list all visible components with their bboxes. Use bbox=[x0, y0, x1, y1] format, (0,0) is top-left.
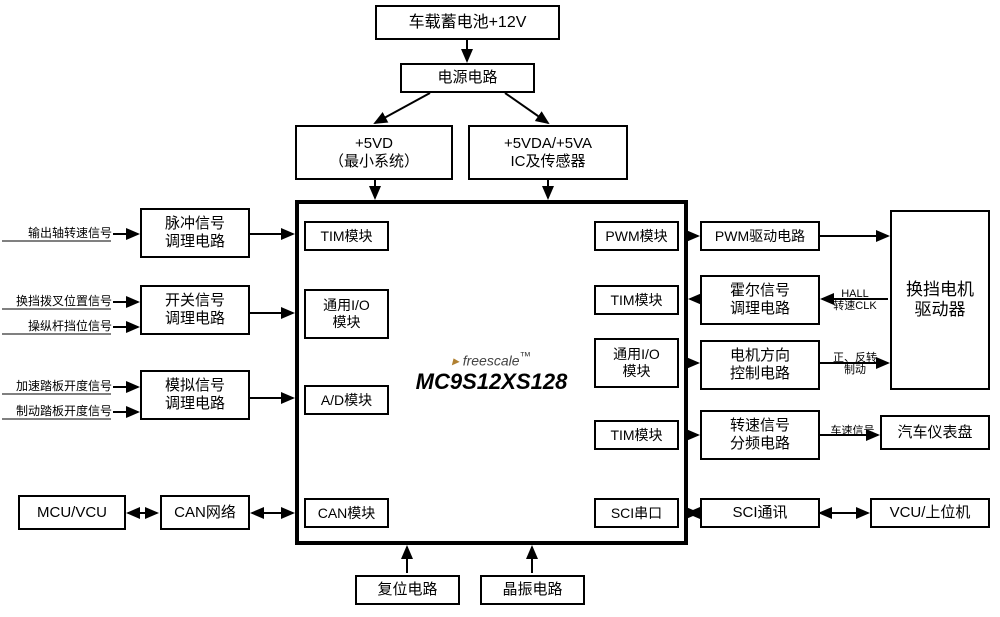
reset-box: 复位电路 bbox=[355, 575, 460, 605]
pwm-drv: PWM驱动电路 bbox=[700, 221, 820, 251]
motor-drv: 换挡电机 驱动器 bbox=[890, 210, 990, 390]
sig-dir: 正、反转 制动 bbox=[825, 352, 885, 376]
osc-box: 晶振电路 bbox=[480, 575, 585, 605]
battery-box: 车载蓄电池+12V bbox=[375, 5, 560, 40]
switch-cond: 开关信号 调理电路 bbox=[140, 285, 250, 335]
mcu-tim-left: TIM模块 bbox=[304, 221, 389, 251]
analog-cond: 模拟信号 调理电路 bbox=[140, 370, 250, 420]
sig-fork: 换挡拨叉位置信号 bbox=[2, 295, 112, 308]
sig-spd: 车速信号 bbox=[825, 425, 880, 437]
mcu-io-left: 通用I/O 模块 bbox=[304, 289, 389, 339]
vcu-host: VCU/上位机 bbox=[870, 498, 990, 528]
sig-rpm: 输出轴转速信号 bbox=[2, 227, 112, 240]
mcu-model: MC9S12XS128 bbox=[416, 369, 568, 395]
mcu-brand: ▸ freescale™ bbox=[416, 350, 568, 369]
va-box: +5VDA/+5VA IC及传感器 bbox=[468, 125, 628, 180]
sig-hall: HALL 转速CLK bbox=[825, 288, 885, 312]
sci-comm: SCI通讯 bbox=[700, 498, 820, 528]
dir-ctrl: 电机方向 控制电路 bbox=[700, 340, 820, 390]
can-net: CAN网络 bbox=[160, 495, 250, 530]
dashboard: 汽车仪表盘 bbox=[880, 415, 990, 450]
pulse-cond: 脉冲信号 调理电路 bbox=[140, 208, 250, 258]
power-box: 电源电路 bbox=[400, 63, 535, 93]
mcu-tim2: TIM模块 bbox=[594, 420, 679, 450]
mcu-vcu: MCU/VCU bbox=[18, 495, 126, 530]
mcu-tim1: TIM模块 bbox=[594, 285, 679, 315]
freq-div: 转速信号 分频电路 bbox=[700, 410, 820, 460]
hall-cond: 霍尔信号 调理电路 bbox=[700, 275, 820, 325]
sig-lever: 操纵杆挡位信号 bbox=[2, 320, 112, 333]
mcu-can: CAN模块 bbox=[304, 498, 389, 528]
mcu-sci: SCI串口 bbox=[594, 498, 679, 528]
vd-box: +5VD （最小系统） bbox=[295, 125, 453, 180]
mcu-io-right: 通用I/O 模块 bbox=[594, 338, 679, 388]
sig-accel: 加速踏板开度信号 bbox=[2, 380, 112, 393]
mcu-ad: A/D模块 bbox=[304, 385, 389, 415]
sig-brake: 制动踏板开度信号 bbox=[2, 405, 112, 418]
mcu-pwm: PWM模块 bbox=[594, 221, 679, 251]
